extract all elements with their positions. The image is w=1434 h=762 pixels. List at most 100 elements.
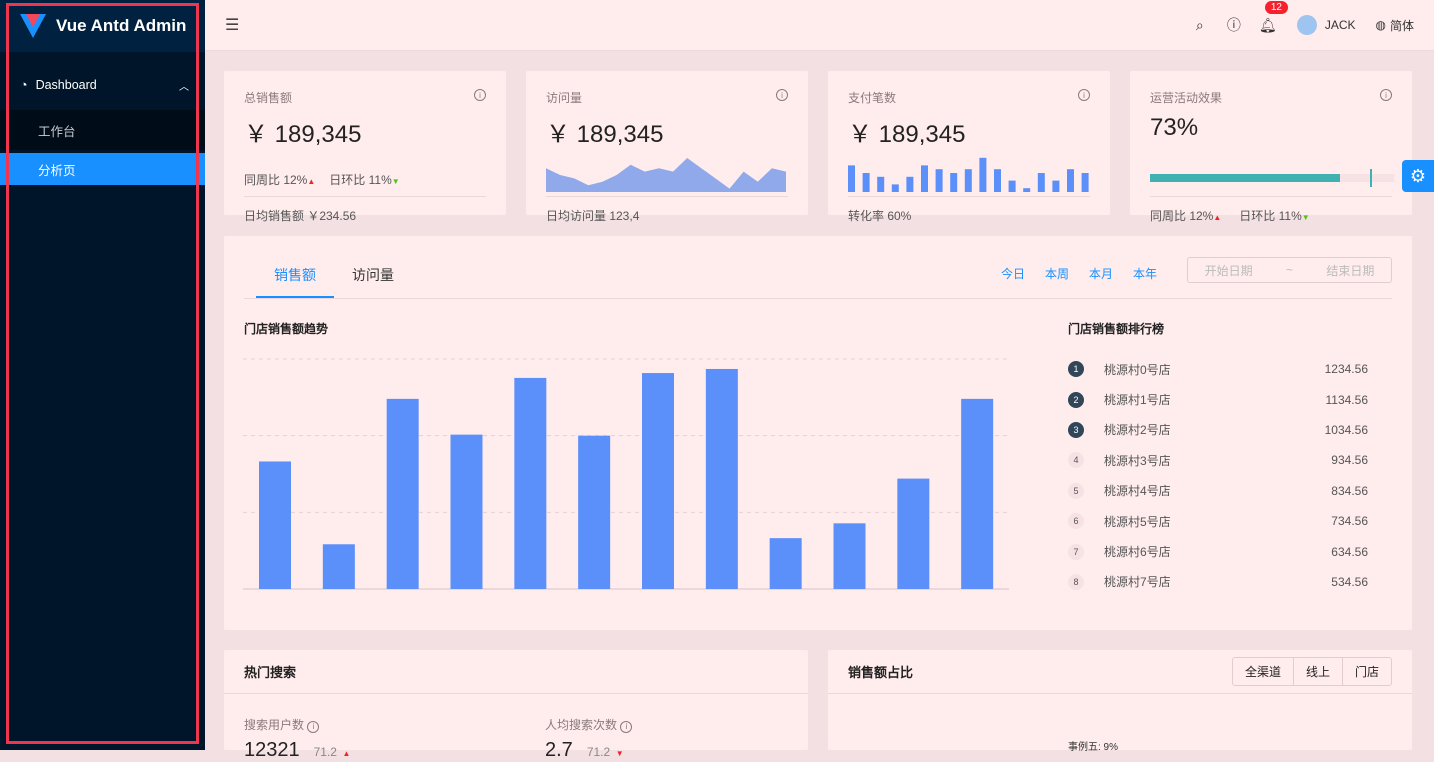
store-name: 桃源村5号店 xyxy=(1104,514,1171,529)
tab-sales[interactable]: 销售额 xyxy=(256,265,334,298)
bar[interactable] xyxy=(642,373,674,589)
settings-gear-button[interactable]: ⚙ xyxy=(1402,160,1434,192)
rank-list: 1 桃源村0号店 1234.56 2 桃源村1号店 1134.56 3 桃源村2号店 1034.… xyxy=(1068,354,1368,597)
tab-visits[interactable]: 访问量 xyxy=(352,267,394,283)
header: ☰ ⌕ ⓘ 🔔︎ 12 JACK ◍ 简体 xyxy=(205,0,1434,51)
store-value: 834.56 xyxy=(1331,483,1368,498)
hot-search-card: 热门搜索 搜索用户数 i 12321 71.2 ▲ 人均搜索次数 i 2.7 71.2 … xyxy=(224,650,808,761)
stat-search-users: 搜索用户数 i 12321 71.2 ▲ xyxy=(244,716,350,762)
info-icon[interactable]: i xyxy=(474,89,486,101)
metric-title: 总销售额 xyxy=(244,91,293,105)
metric-card-payments: 支付笔数 i ￥ 189,345 转化率 60% xyxy=(828,71,1110,223)
avatar[interactable] xyxy=(1296,15,1317,35)
caret-down-icon: ▼ xyxy=(1301,213,1310,222)
card-title: 热门搜索 xyxy=(244,665,297,680)
notification-badge: 12 xyxy=(1264,0,1288,14)
area-series xyxy=(546,158,786,192)
bar[interactable] xyxy=(386,398,419,589)
mini-bar xyxy=(891,184,899,192)
rank-number: 6 xyxy=(1068,513,1084,530)
bar[interactable] xyxy=(705,368,738,589)
range-week[interactable]: 本周 xyxy=(1044,267,1069,281)
chevron-up-icon: ︿ xyxy=(179,81,189,93)
progress-bar xyxy=(1150,152,1394,192)
metric-title: 支付笔数 xyxy=(848,91,897,105)
bar[interactable] xyxy=(769,538,802,589)
store-name: 桃源村4号店 xyxy=(1104,484,1171,499)
info-icon[interactable]: i xyxy=(776,89,788,101)
mini-bar xyxy=(1008,180,1016,192)
bar[interactable] xyxy=(961,398,994,589)
menu-item-analysis[interactable]: 分析页 xyxy=(0,153,205,185)
language-select[interactable]: 简体 xyxy=(1389,18,1414,33)
range-month[interactable]: 本月 xyxy=(1088,267,1113,281)
bell-icon[interactable]: 🔔︎ 12 xyxy=(1251,0,1288,34)
rank-item: 1 桃源村0号店 1234.56 xyxy=(1068,354,1368,384)
menu-dashboard[interactable]: ◔ Dashboard ︿ xyxy=(0,60,205,110)
stat-value: 12321 xyxy=(244,739,300,761)
store-name: 桃源村7号店 xyxy=(1104,575,1171,590)
start-date-input[interactable]: 开始日期 xyxy=(1204,263,1253,278)
info-icon[interactable]: i xyxy=(620,720,633,733)
wow-label: 同周比 12% xyxy=(1150,209,1214,223)
mini-bar xyxy=(877,176,885,192)
payments-bar-chart xyxy=(848,157,1089,192)
help-icon[interactable]: ⓘ xyxy=(1226,17,1241,33)
date-range-picker[interactable]: 开始日期 ~ 结束日期 xyxy=(1187,257,1392,283)
metric-footer: 转化率 60% xyxy=(848,196,1090,224)
info-icon[interactable]: i xyxy=(1078,89,1090,101)
menu-fold-icon[interactable]: ☰ xyxy=(225,17,240,34)
mini-bar xyxy=(1052,180,1060,192)
card-title: 销售额占比 xyxy=(848,665,914,680)
app-title: Vue Antd Admin xyxy=(56,16,187,35)
store-value: 1234.56 xyxy=(1324,362,1368,377)
rank-item: 3 桃源村2号店 1034.56 xyxy=(1068,415,1368,445)
bar[interactable] xyxy=(897,478,930,589)
segment-online[interactable]: 线上 xyxy=(1292,658,1342,685)
sales-card: 销售额 访问量 今日 本周 本月 本年 开始日期 ~ 结束日期 门店销售额趋势 门店… xyxy=(224,236,1412,630)
metric-value: ￥ 189,345 xyxy=(546,121,664,148)
bar[interactable] xyxy=(578,435,611,589)
user-name[interactable]: JACK xyxy=(1324,18,1356,32)
stat-change: 71.2 xyxy=(586,745,611,759)
mini-bar xyxy=(848,165,855,192)
sales-share-card: 销售额占比 全渠道 线上 门店 事例五: 9% xyxy=(828,650,1412,753)
mini-bar xyxy=(862,173,870,192)
range-today[interactable]: 今日 xyxy=(1000,267,1025,281)
rank-number: 8 xyxy=(1068,573,1084,590)
mini-bar xyxy=(979,157,987,192)
search-icon[interactable]: ⌕ xyxy=(1195,16,1204,33)
mini-bar xyxy=(964,169,972,192)
bar[interactable] xyxy=(514,377,547,589)
bar[interactable] xyxy=(833,523,866,589)
store-name: 桃源村1号店 xyxy=(1104,393,1171,408)
end-date-input[interactable]: 结束日期 xyxy=(1326,263,1375,278)
info-icon[interactable]: i xyxy=(307,720,320,733)
range-year[interactable]: 本年 xyxy=(1132,267,1157,281)
metric-title: 运营活动效果 xyxy=(1150,91,1223,105)
bar[interactable] xyxy=(322,544,355,589)
logo[interactable]: Vue Antd Admin xyxy=(0,0,205,52)
stat-label: 人均搜索次数 xyxy=(545,718,618,732)
rank-number: 2 xyxy=(1068,391,1084,408)
menu-item-workbench[interactable]: 工作台 xyxy=(0,110,205,150)
rank-item: 2 桃源村1号店 1134.56 xyxy=(1068,384,1368,414)
sidebar: Vue Antd Admin ◔ Dashboard ︿ 工作台 分析页 xyxy=(0,0,205,750)
mini-bar xyxy=(1037,173,1045,192)
caret-up-icon: ▲ xyxy=(307,177,316,186)
dashboard-icon: ◔ xyxy=(20,78,28,92)
bar[interactable] xyxy=(259,461,291,589)
store-name: 桃源村6号店 xyxy=(1104,545,1171,560)
metric-footer: 日均访问量 123,4 xyxy=(546,196,788,224)
bar[interactable] xyxy=(450,434,483,589)
globe-icon[interactable]: ◍ xyxy=(1375,18,1386,32)
segment-all[interactable]: 全渠道 xyxy=(1244,665,1281,679)
caret-down-icon: ▼ xyxy=(391,177,400,186)
date-separator: ~ xyxy=(1285,263,1293,277)
store-value: 1134.56 xyxy=(1325,392,1369,407)
store-value: 1034.56 xyxy=(1324,422,1368,437)
segment-store[interactable]: 门店 xyxy=(1341,658,1391,685)
rank-number: 4 xyxy=(1068,452,1084,469)
info-icon[interactable]: i xyxy=(1380,89,1392,101)
mini-bar xyxy=(1081,173,1089,192)
